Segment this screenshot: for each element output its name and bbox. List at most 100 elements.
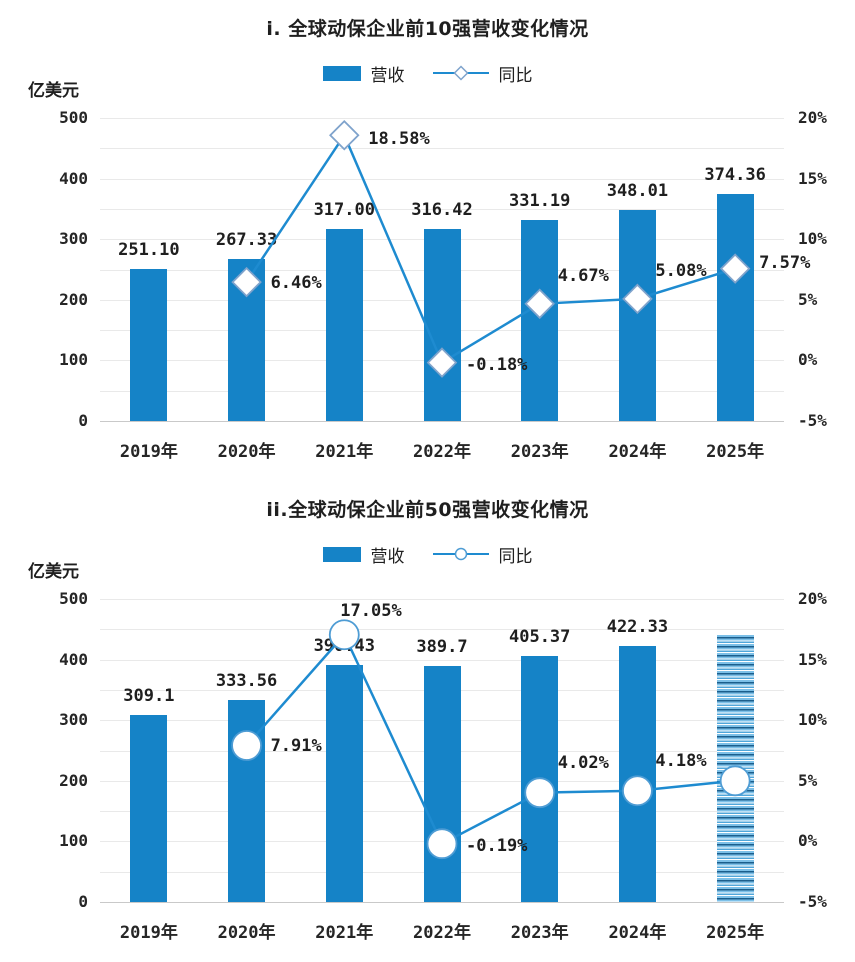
right-axis-tick-label: 5% xyxy=(798,289,818,309)
yoy-value-label: -0.18% xyxy=(466,354,528,375)
yoy-line xyxy=(245,132,736,365)
yoy-value-label: 7.57% xyxy=(759,252,811,273)
bar-value-label: 333.56 xyxy=(215,670,278,691)
x-axis-baseline xyxy=(100,902,784,903)
bar-value-label: 331.19 xyxy=(508,191,571,212)
left-axis-tick-label: 400 xyxy=(59,168,88,188)
yoy-marker-diamond xyxy=(426,347,458,378)
bar-value-label: 405.37 xyxy=(508,627,571,648)
revenue-bar xyxy=(423,229,461,421)
right-axis-tick-label: 20% xyxy=(798,589,827,608)
revenue-bar xyxy=(521,220,559,421)
bar-value-label: 309.1 xyxy=(123,685,175,706)
gridline xyxy=(100,659,784,661)
yoy-value-label: 5.08% xyxy=(655,260,707,281)
chart-title: i. 全球动保企业前10强营收变化情况 xyxy=(266,18,589,40)
legend-bar-swatch xyxy=(322,65,361,81)
x-axis-label: 2023年 xyxy=(510,442,569,462)
revenue-bar xyxy=(618,646,656,902)
right-axis-tick-label: 0% xyxy=(798,831,818,851)
yoy-marker-circle xyxy=(328,619,360,651)
right-axis-tick-label: -5% xyxy=(798,411,827,430)
bar-value-label: 348.01 xyxy=(606,181,669,202)
yoy-value-label: 4.67% xyxy=(557,265,609,286)
yoy-value-label: -0.19% xyxy=(466,835,528,856)
x-axis-label: 2020年 xyxy=(217,923,276,943)
right-axis-tick-label: 15% xyxy=(798,649,827,669)
gridline xyxy=(100,599,784,600)
yoy-value-label: 18.58% xyxy=(368,129,430,150)
revenue-bar xyxy=(130,714,168,902)
x-axis-label: 2023年 xyxy=(510,923,569,943)
chart-title: ii.全球动保企业前50强营收变化情况 xyxy=(266,499,589,521)
x-axis-label: 2024年 xyxy=(608,923,667,943)
gridline xyxy=(100,148,784,150)
left-axis-tick-label: 400 xyxy=(59,649,88,669)
yoy-marker-diamond xyxy=(231,266,262,298)
yoy-value-label: 4.02% xyxy=(557,752,609,773)
gridline xyxy=(100,118,784,119)
yoy-marker-circle xyxy=(524,777,556,809)
left-axis-tick-label: 500 xyxy=(59,589,88,608)
plot-area: 500 400 300 200 100 0 20% 15% 10% 5% 0% -5% 251.10 26… xyxy=(59,108,827,462)
x-axis-label: 2021年 xyxy=(315,923,374,943)
right-axis-tick-label: -5% xyxy=(798,892,827,911)
x-axis-label: 2022年 xyxy=(413,923,471,943)
yoy-marker-circle xyxy=(719,765,751,797)
revenue-bar xyxy=(716,194,754,421)
yoy-value-label: 17.05% xyxy=(340,600,402,621)
right-axis-tick-label: 10% xyxy=(798,229,827,249)
left-axis-tick-label: 500 xyxy=(59,108,88,127)
x-axis-label: 2020年 xyxy=(217,442,276,462)
bar-value-label: 317.00 xyxy=(313,199,375,220)
left-axis-tick-label: 100 xyxy=(59,831,88,851)
yoy-marker-circle xyxy=(622,775,653,807)
yoy-marker-circle xyxy=(426,828,458,860)
bar-value-label: 374.36 xyxy=(704,165,766,186)
revenue-bar xyxy=(423,665,461,902)
revenue-bar xyxy=(325,665,363,902)
left-axis-tick-label: 300 xyxy=(59,710,88,730)
legend-line-diamond-icon xyxy=(432,65,489,81)
x-axis-label: 2021年 xyxy=(315,442,374,462)
left-axis-tick-label: 200 xyxy=(59,770,88,790)
legend-bar-label: 营收 xyxy=(370,65,405,86)
axis-unit-label: 亿美元 xyxy=(28,562,79,582)
yoy-value-label: 6.46% xyxy=(270,273,322,294)
bar-value-label: 389.7 xyxy=(416,636,468,657)
legend: 营收 同比 xyxy=(0,543,855,567)
bar-value-label: 251.10 xyxy=(118,239,180,260)
gridline xyxy=(100,208,784,210)
yoy-line-svg xyxy=(231,119,751,378)
yoy-marker-circle xyxy=(231,730,262,761)
chart-top50-revenue: ii.全球动保企业前50强营收变化情况 营收 同比 亿美元 500 400 300 2… xyxy=(0,481,855,962)
x-axis-label: 2019年 xyxy=(119,442,178,462)
x-axis-label: 2025年 xyxy=(706,923,765,943)
x-axis-label: 2025年 xyxy=(706,442,765,462)
yoy-marker-diamond xyxy=(524,288,555,320)
yoy-line xyxy=(245,632,736,846)
yoy-marker-diamond xyxy=(329,119,360,151)
axis-unit-label: 亿美元 xyxy=(28,81,79,101)
yoy-value-label: 7.91% xyxy=(270,735,322,756)
right-axis-tick-label: 10% xyxy=(798,710,827,730)
yoy-marker-diamond xyxy=(622,283,653,315)
yoy-line-svg xyxy=(231,619,751,860)
legend-line-circle-icon xyxy=(432,546,489,562)
yoy-marker-diamond xyxy=(719,253,751,284)
legend-bar-label: 营收 xyxy=(370,546,405,567)
gridline xyxy=(100,178,784,180)
x-axis-baseline xyxy=(100,421,784,422)
legend: 营收 同比 xyxy=(0,62,855,86)
x-axis-label: 2024年 xyxy=(608,442,667,462)
legend-line-label: 同比 xyxy=(498,546,533,567)
right-axis-tick-label: 20% xyxy=(798,108,827,127)
bar-value-label: 422.33 xyxy=(606,617,669,638)
right-axis-tick-label: 5% xyxy=(798,770,818,790)
chart-top10-revenue: i. 全球动保企业前10强营收变化情况 营收 同比 亿美元 500 400 300 2… xyxy=(0,18,855,462)
legend-bar-swatch xyxy=(322,546,361,562)
revenue-bar xyxy=(618,210,656,421)
left-axis-tick-label: 200 xyxy=(59,289,88,309)
left-axis-tick-label: 0 xyxy=(78,411,88,430)
